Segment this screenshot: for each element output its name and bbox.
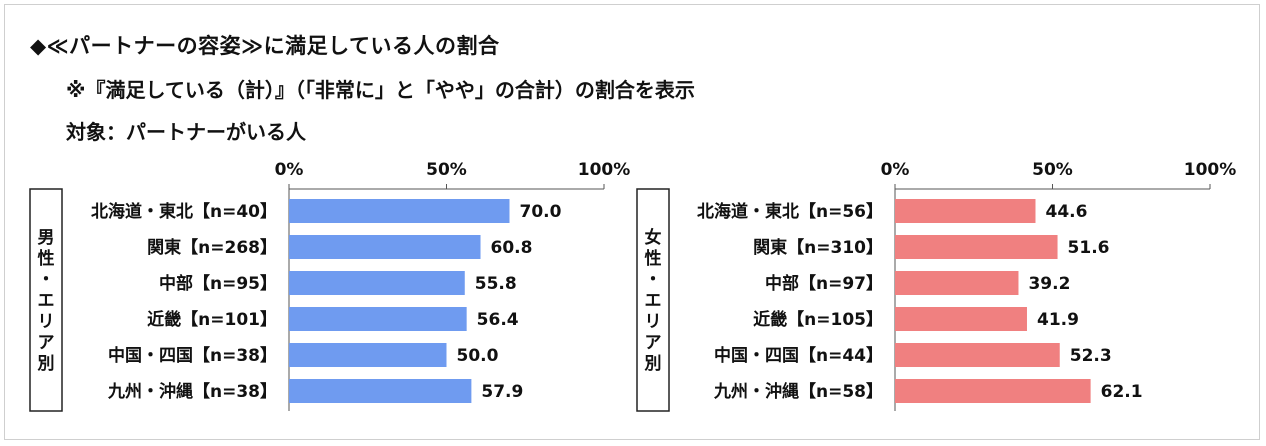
male-category-label: 九州・沖縄【n=38】 [107,381,277,402]
male-category-label: 北海道・東北【n=40】 [91,201,277,222]
female-value-label: 52.3 [1070,346,1112,366]
male-value-label: 55.8 [475,274,517,294]
female-category-label: 中部【n=97】 [765,273,883,294]
female-bar [895,343,1060,367]
male-value-label: 56.4 [477,310,519,330]
chart-frame [4,4,1260,440]
female-category-label: 近畿【n=105】 [753,309,883,330]
female-category-label: 中国・四国【n=44】 [714,345,883,366]
male-category-label: 関東【n=268】 [147,237,277,258]
female-bar [895,199,1036,223]
female-value-label: 51.6 [1068,238,1110,258]
female-value-label: 39.2 [1028,274,1070,294]
female-bar [895,235,1058,259]
male-bar [289,379,472,403]
male-tick-label: 100% [578,160,631,180]
male-bar [289,271,465,295]
female-value-label: 62.1 [1101,382,1143,402]
male-bar [289,199,510,223]
female-category-label: 関東【n=310】 [753,237,883,258]
female-bar [895,379,1091,403]
male-category-label: 中国・四国【n=38】 [108,345,277,366]
male-value-label: 70.0 [520,202,562,222]
male-category-label: 近畿【n=101】 [147,309,277,330]
male-value-label: 50.0 [457,346,499,366]
male-category-label: 中部【n=95】 [159,273,277,294]
female-category-label: 九州・沖縄【n=58】 [713,381,883,402]
male-group-box [29,188,63,412]
chart-target: 対象：パートナーがいる人 [66,120,306,144]
male-value-label: 57.9 [481,382,523,402]
female-bar [895,271,1019,295]
female-group-label: 女性・エリア別 [644,227,662,374]
male-bar [289,343,447,367]
female-tick-label: 50% [1032,160,1073,180]
female-bar [895,307,1027,331]
female-tick-label: 0% [881,160,910,180]
chart-note: ※『満足している（計）』（「非常に」と「やや」の合計）の割合を表示 [66,78,695,102]
chart-title: ◆≪パートナーの容姿≫に満足している人の割合 [30,34,500,58]
female-category-label: 北海道・東北【n=56】 [697,201,883,222]
female-tick-label: 100% [1184,160,1237,180]
female-value-label: 44.6 [1045,202,1087,222]
male-tick-label: 0% [275,160,304,180]
female-value-label: 41.9 [1037,310,1079,330]
female-group-box [636,188,670,412]
male-bar [289,235,481,259]
male-value-label: 60.8 [491,238,533,258]
male-group-label: 男性・エリア別 [37,228,55,374]
male-bar [289,307,467,331]
male-tick-label: 50% [426,160,467,180]
